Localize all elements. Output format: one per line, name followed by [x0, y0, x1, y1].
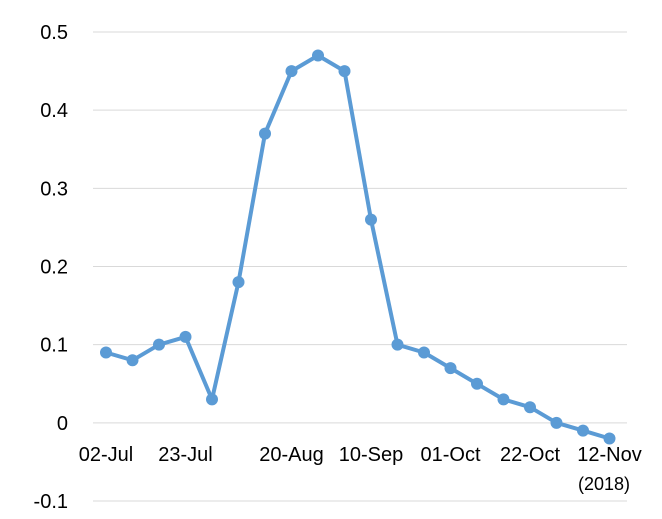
data-point	[285, 65, 298, 78]
data-point	[206, 393, 218, 406]
data-point	[232, 276, 245, 289]
data-point	[391, 338, 404, 351]
x-axis-labels: 02-Jul 23-Jul 20-Aug 10-Sep 01-Oct 22-Oct 12-N…	[79, 444, 642, 466]
data-point	[577, 424, 589, 437]
x-tick-label: 02-Jul	[79, 444, 133, 466]
y-tick-label: 0.1	[40, 335, 68, 357]
data-point	[365, 213, 377, 226]
series-points	[100, 49, 616, 445]
data-point	[259, 127, 271, 140]
data-point	[153, 338, 165, 351]
data-point	[338, 65, 351, 78]
data-point	[444, 362, 457, 375]
y-axis-labels: -0.1 0 0.1 0.2 0.3 0.4 0.5	[34, 22, 68, 513]
data-point	[418, 346, 430, 359]
data-point	[100, 346, 112, 359]
y-tick-label: -0.1	[34, 491, 68, 513]
y-tick-label: 0	[57, 413, 68, 435]
y-tick-label: 0.2	[40, 257, 68, 279]
gridlines	[93, 31, 627, 502]
data-point	[312, 49, 324, 62]
data-point	[603, 432, 616, 445]
data-point	[471, 377, 483, 390]
x-tick-label: 10-Sep	[339, 444, 404, 466]
x-tick-label: 01-Oct	[420, 444, 480, 466]
data-point	[524, 401, 536, 414]
y-tick-label: 0.5	[40, 22, 68, 44]
x-tick-label: 23-Jul	[158, 444, 212, 466]
x-tick-label: 22-Oct	[500, 444, 560, 466]
y-tick-label: 0.4	[40, 100, 68, 122]
series-line	[105, 53, 611, 441]
y-tick-label: 0.3	[40, 178, 68, 200]
data-point	[550, 416, 563, 429]
data-point	[497, 393, 510, 406]
x-tick-label: 12-Nov	[577, 444, 641, 466]
x-tick-label: 20-Aug	[259, 444, 324, 466]
data-point	[179, 330, 192, 343]
data-point	[126, 354, 139, 367]
year-annotation: (2018)	[578, 474, 630, 494]
